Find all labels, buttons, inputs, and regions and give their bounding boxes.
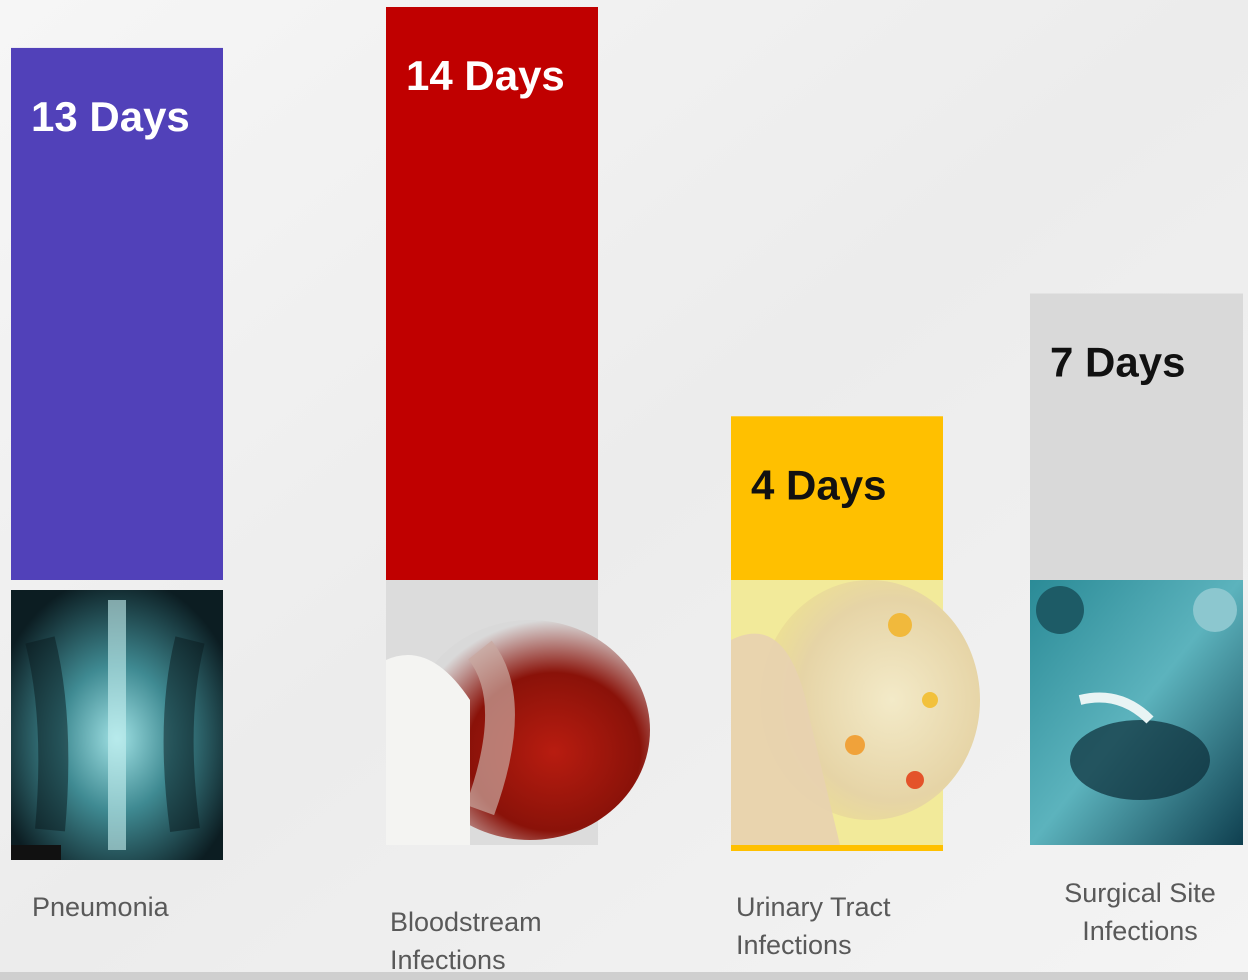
- value-label: 13 Days: [31, 93, 190, 140]
- photo-petri-yellow: [731, 577, 980, 851]
- bottom-edge: [0, 972, 1248, 980]
- photo-petri-red: [386, 577, 650, 845]
- bar: [386, 7, 598, 580]
- value-label: 7 Days: [1050, 339, 1185, 386]
- value-label: 14 Days: [406, 52, 565, 99]
- value-label: 4 Days: [751, 461, 886, 508]
- bar: [1030, 293, 1243, 580]
- category-label: Pneumonia: [32, 892, 169, 922]
- photo-xray: [11, 590, 223, 860]
- category-label: Bloodstream Infections: [390, 907, 542, 975]
- bar: [731, 416, 943, 580]
- category-label: Surgical Site Infections: [1064, 878, 1216, 946]
- category-label: Urinary Tract Infections: [736, 892, 891, 960]
- bar: [11, 47, 223, 580]
- photo-surgery: [1030, 577, 1243, 845]
